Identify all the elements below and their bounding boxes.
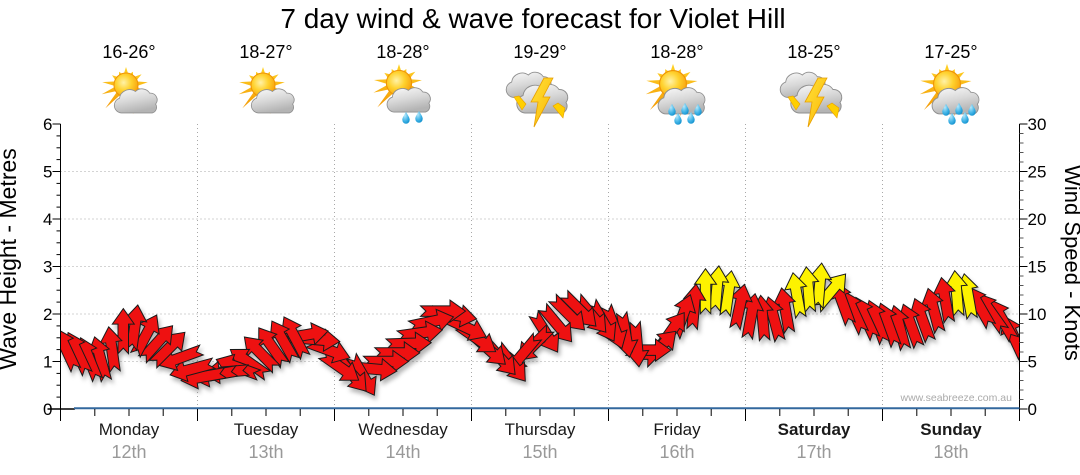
svg-text:Sunday: Sunday xyxy=(920,420,982,439)
svg-text:13th: 13th xyxy=(248,442,283,462)
svg-text:6: 6 xyxy=(43,115,52,134)
svg-text:15: 15 xyxy=(1028,258,1047,277)
svg-text:Wednesday: Wednesday xyxy=(358,420,448,439)
svg-text:17th: 17th xyxy=(796,442,831,462)
svg-text:16-26°: 16-26° xyxy=(102,42,155,62)
svg-text:5: 5 xyxy=(43,163,52,182)
svg-text:14th: 14th xyxy=(385,442,420,462)
svg-text:Saturday: Saturday xyxy=(778,420,851,439)
svg-text:30: 30 xyxy=(1028,115,1047,134)
svg-text:16th: 16th xyxy=(659,442,694,462)
svg-text:5: 5 xyxy=(1028,353,1037,372)
svg-text:2: 2 xyxy=(43,305,52,324)
svg-text:18-25°: 18-25° xyxy=(787,42,840,62)
svg-text:18-28°: 18-28° xyxy=(650,42,703,62)
svg-text:10: 10 xyxy=(1028,305,1047,324)
svg-text:Thursday: Thursday xyxy=(505,420,576,439)
svg-text:Friday: Friday xyxy=(653,420,701,439)
svg-text:7 day wind & wave forecast for: 7 day wind & wave forecast for Violet Hi… xyxy=(280,3,785,34)
svg-text:0: 0 xyxy=(43,400,52,419)
svg-text:www.seabreeze.com.au: www.seabreeze.com.au xyxy=(900,392,1013,404)
svg-text:25: 25 xyxy=(1028,163,1047,182)
svg-text:Monday: Monday xyxy=(99,420,160,439)
svg-text:20: 20 xyxy=(1028,210,1047,229)
svg-text:Wave Height - Metres: Wave Height - Metres xyxy=(0,148,21,370)
svg-text:3: 3 xyxy=(43,258,52,277)
svg-text:12th: 12th xyxy=(111,442,146,462)
svg-text:15th: 15th xyxy=(522,442,557,462)
svg-text:1: 1 xyxy=(43,353,52,372)
svg-text:18-27°: 18-27° xyxy=(239,42,292,62)
svg-text:Wind Speed - Knots: Wind Speed - Knots xyxy=(1060,165,1080,361)
svg-text:19-29°: 19-29° xyxy=(513,42,566,62)
svg-text:17-25°: 17-25° xyxy=(924,42,977,62)
svg-text:0: 0 xyxy=(1028,400,1037,419)
svg-text:Tuesday: Tuesday xyxy=(234,420,299,439)
svg-text:18th: 18th xyxy=(933,442,968,462)
svg-text:4: 4 xyxy=(43,210,52,229)
svg-text:18-28°: 18-28° xyxy=(376,42,429,62)
